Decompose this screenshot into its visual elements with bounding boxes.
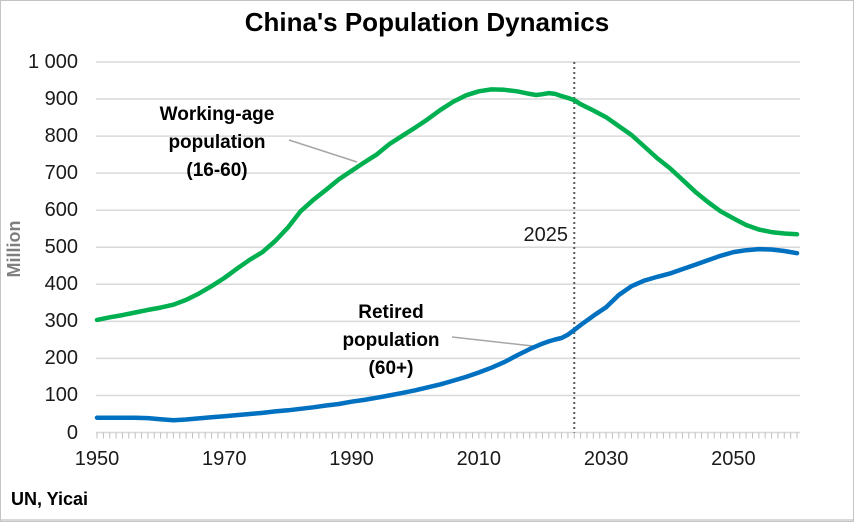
y-tick-label: 900 [44, 88, 78, 111]
x-tick-label: 1990 [329, 448, 374, 470]
chart-title: China's Population Dynamics [244, 7, 610, 37]
vline-year-label: 2025 [523, 224, 569, 246]
x-tick-label: 2050 [711, 448, 756, 470]
y-tick-label: 100 [44, 384, 78, 407]
x-tick-label: 1950 [74, 448, 120, 470]
annotation-line: (16-60) [186, 160, 248, 181]
annotation-retired: Retired population (60+) [291, 299, 491, 383]
y-tick-label: 0 [66, 421, 78, 444]
y-tick-label: 1 000 [27, 51, 78, 73]
annotation-line: population [168, 132, 266, 153]
series-line-retired [94, 246, 800, 423]
annotation-line: (60+) [368, 358, 414, 379]
y-tick-label: 500 [44, 236, 78, 259]
source-text: UN, Yicai [11, 489, 89, 509]
y-tick-label: 800 [44, 125, 78, 148]
x-tick-label: 2010 [456, 448, 502, 470]
leader-retired [451, 336, 534, 347]
x-tick-label: 2030 [583, 448, 629, 470]
annotation-line: Working-age [159, 104, 275, 125]
annotation-line: Retired [358, 302, 424, 323]
y-tick-label: 600 [44, 199, 78, 222]
y-tick-label: 300 [44, 310, 78, 333]
x-tick-label: 1970 [202, 448, 247, 470]
y-axis-title: Million [4, 220, 24, 278]
leader-working-age [288, 139, 358, 163]
series-line-working-age [94, 87, 800, 323]
annotation-line: population [342, 330, 440, 351]
annotation-working-age: Working-age population (16-60) [117, 101, 317, 185]
y-tick-label: 400 [44, 273, 78, 296]
y-tick-label: 700 [44, 162, 78, 185]
y-tick-label: 200 [44, 347, 78, 370]
